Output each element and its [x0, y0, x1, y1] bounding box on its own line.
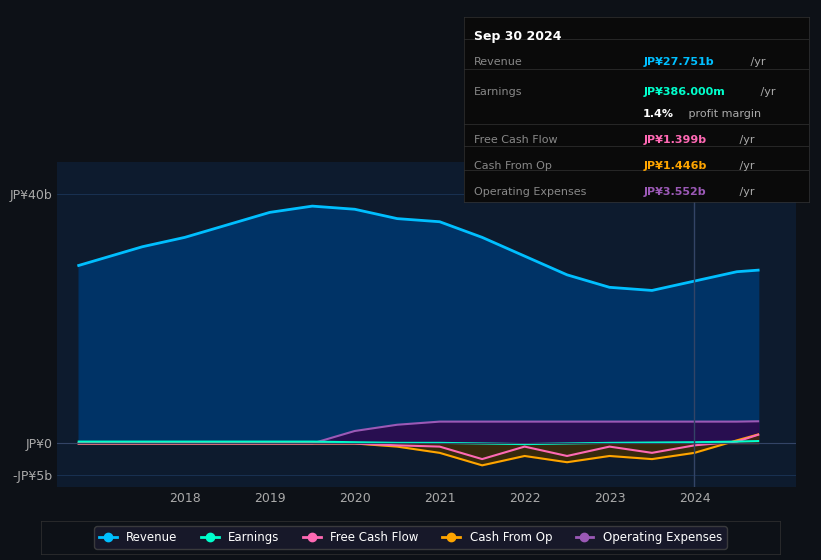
Text: Operating Expenses: Operating Expenses [475, 187, 586, 197]
Text: Free Cash Flow: Free Cash Flow [475, 135, 557, 145]
Text: profit margin: profit margin [685, 109, 761, 119]
Text: /yr: /yr [746, 58, 765, 67]
Text: 1.4%: 1.4% [643, 109, 674, 119]
Text: JP¥1.399b: JP¥1.399b [643, 135, 706, 145]
Text: /yr: /yr [736, 187, 754, 197]
Text: /yr: /yr [736, 135, 754, 145]
Legend: Revenue, Earnings, Free Cash Flow, Cash From Op, Operating Expenses: Revenue, Earnings, Free Cash Flow, Cash … [94, 526, 727, 549]
Text: Cash From Op: Cash From Op [475, 161, 552, 171]
Text: JP¥1.446b: JP¥1.446b [643, 161, 707, 171]
Text: Revenue: Revenue [475, 58, 523, 67]
Text: /yr: /yr [757, 87, 776, 97]
Text: Sep 30 2024: Sep 30 2024 [475, 30, 562, 43]
Text: JP¥386.000m: JP¥386.000m [643, 87, 725, 97]
Text: /yr: /yr [736, 161, 754, 171]
Text: JP¥3.552b: JP¥3.552b [643, 187, 706, 197]
Text: JP¥27.751b: JP¥27.751b [643, 58, 713, 67]
Text: Earnings: Earnings [475, 87, 523, 97]
